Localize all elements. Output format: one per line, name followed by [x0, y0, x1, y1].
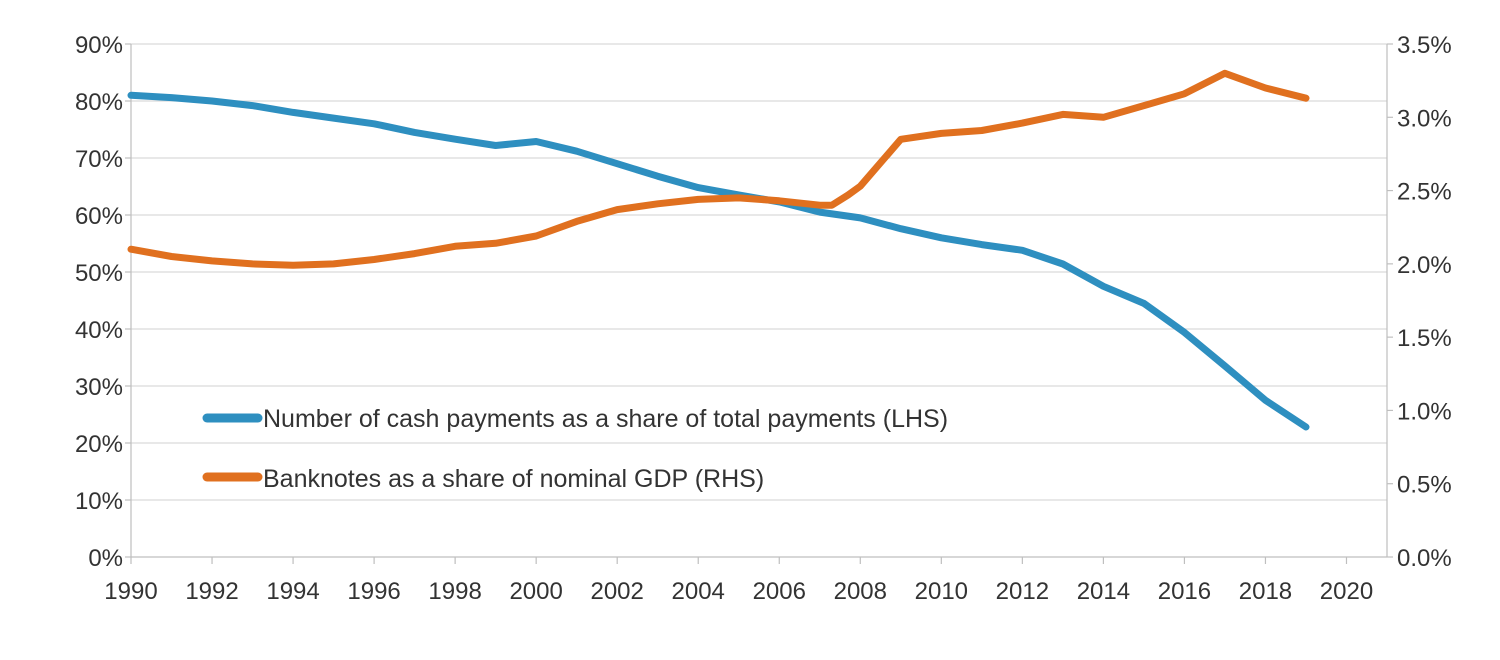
y-left-tick-label: 70% — [75, 146, 123, 173]
y-right-tick-label: 0.0% — [1397, 545, 1452, 572]
x-tick-label: 1992 — [185, 578, 238, 605]
legend-label-cash-payments: Number of cash payments as a share of to… — [263, 405, 948, 433]
series-lines — [127, 69, 1310, 431]
axes — [125, 43, 1393, 564]
x-tick-label: 2020 — [1320, 578, 1373, 605]
x-tick-label: 2004 — [672, 578, 725, 605]
y-left-tick-label: 40% — [75, 317, 123, 344]
x-tick-label: 2000 — [509, 578, 562, 605]
x-tick-label: 1996 — [347, 578, 400, 605]
y-left-tick-label: 20% — [75, 431, 123, 458]
legend: Number of cash payments as a share of to… — [202, 405, 948, 493]
y-right-tick-label: 1.0% — [1397, 398, 1452, 425]
y-left-tick-label: 60% — [75, 203, 123, 230]
tick-labels: 0% 10% 20% 30% 40% 50% 60% 70% 80% 90% 0.0% 0.5% 1.0… — [75, 32, 1452, 605]
x-tick-label: 2016 — [1158, 578, 1211, 605]
x-tick-label: 2010 — [915, 578, 968, 605]
y-right-tick-label: 3.0% — [1397, 105, 1452, 132]
x-tick-label: 2014 — [1077, 578, 1130, 605]
series-line-banknotes — [127, 69, 1310, 269]
x-tick-label: 2012 — [996, 578, 1049, 605]
y-right-tick-label: 2.5% — [1397, 179, 1452, 206]
series-line-cash-payments — [127, 91, 1310, 431]
y-left-tick-label: 30% — [75, 374, 123, 401]
x-tick-label: 2018 — [1239, 578, 1292, 605]
legend-label-banknotes: Banknotes as a share of nominal GDP (RHS… — [263, 465, 764, 493]
y-left-tick-label: 0% — [88, 545, 123, 572]
y-right-tick-label: 3.5% — [1397, 32, 1452, 59]
gridlines — [131, 43, 1387, 501]
y-right-tick-label: 0.5% — [1397, 472, 1452, 499]
x-tick-label: 1990 — [104, 578, 157, 605]
y-right-tick-label: 2.0% — [1397, 252, 1452, 279]
y-left-tick-label: 90% — [75, 32, 123, 59]
x-tick-label: 1998 — [428, 578, 481, 605]
x-tick-label: 2006 — [753, 578, 806, 605]
x-tick-label: 1994 — [266, 578, 319, 605]
y-right-tick-label: 1.5% — [1397, 325, 1452, 352]
y-left-tick-label: 10% — [75, 488, 123, 515]
x-tick-label: 2008 — [834, 578, 887, 605]
x-tick-label: 2002 — [590, 578, 643, 605]
y-left-tick-label: 50% — [75, 260, 123, 287]
y-left-tick-label: 80% — [75, 89, 123, 116]
